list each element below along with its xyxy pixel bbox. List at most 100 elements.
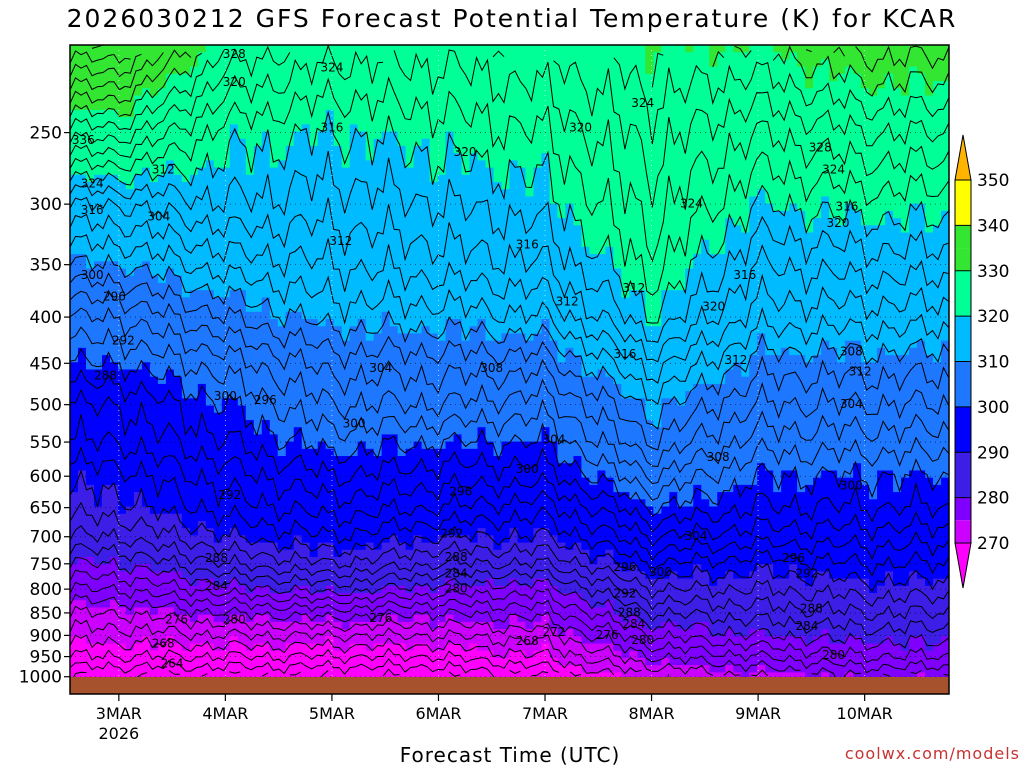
colorbar-segment <box>955 248 971 271</box>
contour-label: 280 <box>223 612 246 626</box>
contour-label: 268 <box>516 634 539 648</box>
contour-label: 288 <box>94 369 117 383</box>
contour-label: 312 <box>556 295 579 309</box>
contour-label: 300 <box>516 462 539 476</box>
contour-label: 292 <box>613 587 636 601</box>
contour-label: 316 <box>613 347 636 361</box>
y-tick-label: 450 <box>30 354 62 374</box>
y-tick-label: 600 <box>30 467 62 487</box>
colorbar-label: 310 <box>977 353 1009 373</box>
contour-label: 304 <box>840 397 863 411</box>
colorbar-segment <box>955 361 971 407</box>
contour-label: 328 <box>223 47 246 61</box>
x-tick-label: 7MAR <box>522 704 568 723</box>
contour-label: 308 <box>840 344 863 358</box>
contour-label: 296 <box>103 289 126 303</box>
colorbar-segment <box>955 225 971 249</box>
x-tick-label: 6MAR <box>415 704 461 723</box>
x-axis-title: Forecast Time (UTC) <box>399 743 621 767</box>
contour-label: 304 <box>369 361 392 375</box>
x-tick-label: 8MAR <box>629 704 675 723</box>
contour-label: 296 <box>613 560 636 574</box>
contour-label: 320 <box>454 145 477 159</box>
y-tick-label: 750 <box>30 555 62 575</box>
contour-label: 292 <box>218 488 241 502</box>
colorbar-segment <box>955 520 971 543</box>
contour-label: 324 <box>680 197 703 211</box>
contour-label: 292 <box>112 333 135 347</box>
y-tick-label: 300 <box>30 195 62 215</box>
contour-label: 316 <box>516 238 539 252</box>
contour-label: 272 <box>542 625 565 639</box>
contour-label: 296 <box>254 393 277 407</box>
y-tick-label: 1000 <box>19 668 62 688</box>
contour-label: 312 <box>849 364 872 378</box>
colorbar: 270 280 290 300 310 320 330 340 350 <box>954 134 1009 589</box>
contour-label: 300 <box>214 389 237 403</box>
y-tick-label: 500 <box>30 396 62 416</box>
contour-label: 324 <box>81 177 104 191</box>
y-tick-label: 850 <box>30 604 62 624</box>
contour-label: 288 <box>205 551 228 565</box>
contour-label: 316 <box>733 268 756 282</box>
contour-label: 288 <box>618 605 641 619</box>
contour-label: 292 <box>795 567 818 581</box>
contour-label: 280 <box>445 582 468 596</box>
colorbar-segment <box>955 406 971 453</box>
contour-label: 284 <box>205 579 228 593</box>
colorbar-label: 330 <box>977 262 1009 282</box>
contour-label: 284 <box>445 567 468 581</box>
contour-label: 292 <box>440 526 463 540</box>
contour-label: 328 <box>809 140 832 154</box>
colorbar-label: 290 <box>977 443 1009 463</box>
contour-label: 320 <box>702 300 725 314</box>
contour-label: 308 <box>480 361 503 375</box>
colorbar-segment <box>955 180 971 226</box>
contour-label: 300 <box>840 478 863 492</box>
y-tick-label: 350 <box>30 256 62 276</box>
colorbar-top-arrow <box>954 134 972 181</box>
colorbar-segment <box>955 497 971 521</box>
colorbar-segment <box>955 316 971 362</box>
contour-label: 284 <box>795 619 818 633</box>
contour-label: 264 <box>161 656 184 670</box>
colorbar-segment <box>955 270 971 317</box>
y-tick-label: 250 <box>30 124 62 144</box>
contour-label: 336 <box>72 133 95 147</box>
contour-label: 288 <box>800 602 823 616</box>
contour-label: 312 <box>329 234 352 248</box>
x-tick-sublabel: 2026 <box>98 724 139 743</box>
contour-label: 312 <box>724 353 747 367</box>
contour-label: 280 <box>631 633 654 647</box>
colorbar-label: 350 <box>977 171 1009 191</box>
y-tick-label: 800 <box>30 580 62 600</box>
contour-label: 276 <box>369 611 392 625</box>
contour-label: 304 <box>147 210 170 224</box>
y-tick-label: 550 <box>30 433 62 453</box>
contour-label: 304 <box>542 432 565 446</box>
contour-label: 308 <box>707 450 730 464</box>
contour-label: 276 <box>596 628 619 642</box>
colorbar-label: 300 <box>977 398 1009 418</box>
contour-label: 312 <box>152 162 175 176</box>
x-tick-label: 10MAR <box>837 704 893 723</box>
x-tick-label: 9MAR <box>735 704 781 723</box>
contour-label: 324 <box>320 60 343 74</box>
contour-label: 304 <box>685 529 708 543</box>
colorbar-label: 270 <box>977 534 1009 554</box>
colorbar-label: 320 <box>977 307 1009 327</box>
contour-label: 316 <box>320 120 343 134</box>
contour-label: 284 <box>622 617 645 631</box>
contour-label: 324 <box>822 162 845 176</box>
y-tick-label: 650 <box>30 499 62 519</box>
contour-label: 276 <box>165 612 188 626</box>
contour-label: 296 <box>782 551 805 565</box>
y-tick-label: 700 <box>30 528 62 548</box>
credit-text: coolwx.com/models <box>844 744 1020 763</box>
terrain <box>70 677 949 694</box>
x-tick-label: 3MAR <box>96 704 142 723</box>
colorbar-label: 280 <box>977 489 1009 509</box>
y-tick-label: 900 <box>30 626 62 646</box>
contour-label: 288 <box>445 550 468 564</box>
